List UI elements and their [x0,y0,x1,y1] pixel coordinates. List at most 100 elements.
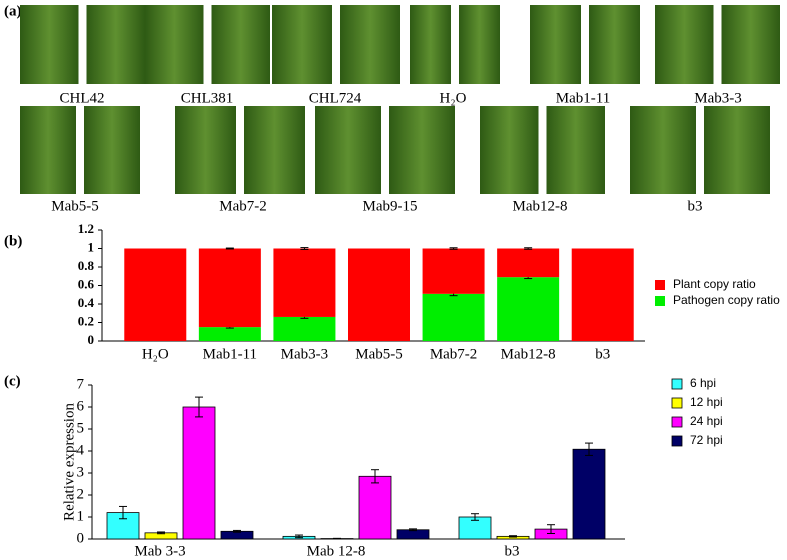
leaf-photo [480,106,539,194]
error-bar [195,396,203,418]
x-tick-label: H₂O [142,346,169,362]
error-bar [509,535,517,538]
legend-swatch [655,280,665,290]
bar-segment [198,327,261,341]
sample-label: Mab12-8 [513,198,568,214]
y-axis-title: Relative expression [61,403,77,521]
legend-swatch [655,296,665,306]
legend-label: 72 hpi [690,433,723,447]
error-bar [300,247,309,250]
x-tick-label: Mab1-11 [203,346,257,362]
error-bar [233,529,241,533]
legend-label: Plant copy ratio [673,277,756,291]
y-tick-label: 0 [77,530,85,546]
y-tick-label: 7 [77,376,85,392]
bar-segment [273,316,336,341]
y-tick-label: 3 [77,464,85,480]
leaf-photo [589,5,640,84]
bar-segment [348,248,410,341]
sample-label: Mab5-5 [51,198,99,214]
leaf-photo [655,5,714,84]
y-tick-label: 0 [88,332,95,347]
x-tick-label: b3 [595,346,610,362]
y-tick-label: 6 [77,398,85,414]
legend-label: 6 hpi [690,376,716,390]
error-bar [371,469,379,484]
panel-label: (c) [4,373,21,389]
sample-label: Mab3-3 [694,90,742,106]
legend-label: Pathogen copy ratio [673,293,780,307]
bar-segment [497,277,560,341]
sample-label: CHL724 [309,90,362,106]
leaf-photo [410,5,451,84]
x-tick-label: Mab3-3 [281,346,329,362]
bar-segment [273,248,336,317]
sample-label: Mab9-15 [363,198,418,214]
leaf-photo [530,5,581,84]
y-tick-label: 5 [77,420,85,436]
bar-segment [571,248,634,341]
y-tick-label: 1.2 [78,221,94,236]
error-bar [585,442,593,456]
leaf-photo [20,106,76,194]
bar-segment [497,248,560,278]
sample-label: CHL381 [181,90,234,106]
bar-segment [422,248,485,294]
y-tick-label: 2 [77,486,85,502]
leaf-photo [175,106,236,194]
leaf-photo [315,106,381,194]
sample-label: CHL42 [60,90,105,106]
bar-segment [198,248,261,328]
bar [182,406,216,540]
y-tick-label: 0.4 [78,295,95,310]
y-tick-label: 0.2 [78,313,94,328]
panel-label: (a) [4,3,22,19]
error-bar [157,531,165,535]
x-tick-label: Mab 3-3 [134,543,185,559]
sample-label: H₂O [440,90,467,106]
y-tick-label: 1 [77,508,85,524]
error-bar [449,247,458,250]
leaf-photo [704,106,770,194]
leaf-photo [272,5,332,84]
legend-label: 24 hpi [690,414,723,428]
leaf-photo [84,106,140,194]
y-tick-label: 0.6 [78,276,95,291]
error-bar [471,513,479,521]
error-bar [524,247,533,250]
y-tick-label: 0.8 [78,258,95,273]
bar [358,475,392,540]
y-tick-label: 1 [88,239,95,254]
leaf-photo [389,106,455,194]
bar [396,529,430,540]
legend-label: 12 hpi [690,395,723,409]
bar-segment [422,293,485,341]
legend-swatch [671,435,683,447]
leaf-photo [546,106,605,194]
bar [572,448,606,540]
leaf-photo [721,5,780,84]
leaf-photo [20,5,79,84]
error-bar [295,534,303,539]
legend-swatch [671,416,683,428]
x-tick-label: Mab5-5 [355,346,403,362]
error-bar [225,247,234,250]
leaf-photo [145,5,204,84]
error-bar [409,528,417,532]
leaf-photo [211,5,270,84]
x-tick-label: Mab 12-8 [307,543,366,559]
bar-segment [124,248,187,341]
sample-label: Mab7-2 [219,198,267,214]
x-tick-label: b3 [505,543,520,559]
leaf-photo [459,5,500,84]
leaf-photo [86,5,145,84]
error-bar [547,524,555,534]
x-tick-label: Mab12-8 [501,346,556,362]
leaf-photos [20,5,780,194]
panel-label: (b) [4,233,22,249]
x-tick-label: Mab7-2 [430,346,478,362]
sample-label: b3 [688,198,703,214]
error-bar [119,505,127,520]
legend-swatch [671,378,683,390]
